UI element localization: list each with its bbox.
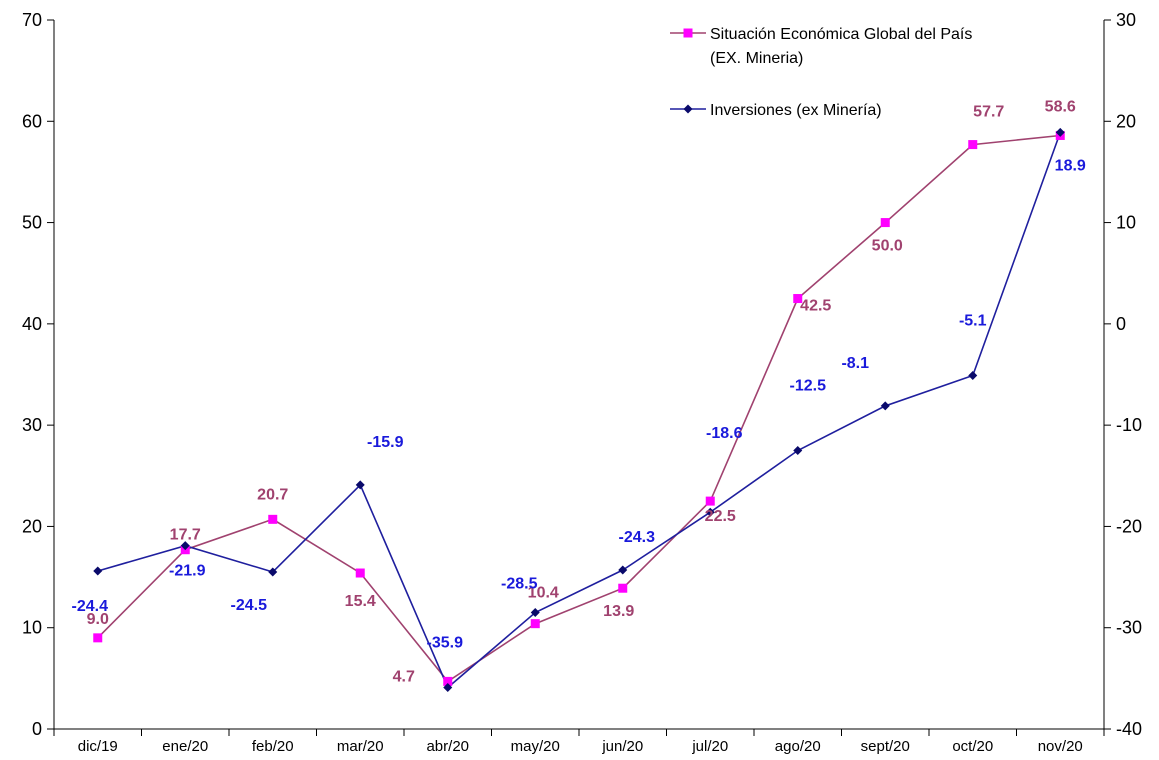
series-2-data-label: -12.5 [790, 377, 827, 394]
series-1-data-label: 15.4 [345, 593, 376, 610]
x-axis-category-label: may/20 [511, 738, 560, 755]
series-2-data-label: -15.9 [367, 434, 404, 451]
left-axis-tick-label: 50 [22, 213, 42, 233]
x-axis-category-label: nov/20 [1038, 738, 1083, 755]
right-axis-tick-label: -40 [1116, 719, 1142, 739]
left-axis-tick-label: 70 [22, 10, 42, 30]
series-1-point [968, 140, 978, 150]
series-2-data-label: -24.3 [619, 529, 656, 546]
series-1-data-label: 10.4 [528, 585, 559, 602]
right-axis-tick-label: 10 [1116, 213, 1136, 233]
series-2-data-label: -21.9 [169, 563, 206, 580]
series-2-point [880, 401, 890, 411]
series-2-point [793, 445, 803, 455]
series-2-data-label: -18.6 [706, 425, 743, 442]
left-axis-tick-label: 40 [22, 314, 42, 334]
series-2-point [1055, 127, 1065, 137]
series-2-data-label: 18.9 [1055, 157, 1086, 174]
axes: 0 10 20 30 40 50 60 70 -40 -30 -20 -10 0 10 20 30 dic/19… [22, 10, 1142, 755]
series-2-point [705, 507, 715, 517]
x-axis-category-label: jun/20 [601, 738, 643, 755]
right-axis-tick-label: 0 [1116, 314, 1126, 334]
series-2-point [93, 566, 103, 576]
series-1-point [793, 294, 803, 304]
legend-label-1: (EX. Mineria) [710, 50, 803, 67]
series-1-data-label: 17.7 [170, 527, 201, 544]
series-1-data-label: 4.7 [393, 668, 415, 685]
series-1-data-label: 20.7 [257, 486, 288, 503]
left-axis-tick-label: 30 [22, 415, 42, 435]
legend-marker-1 [683, 28, 693, 38]
legend-label-2: Inversiones (ex Minería) [710, 102, 882, 119]
x-axis-category-label: feb/20 [252, 738, 294, 755]
series-2-point [530, 608, 540, 618]
x-axis-category-label: abr/20 [426, 738, 469, 755]
x-axis-category-label: jul/20 [691, 738, 728, 755]
series-1-point [705, 496, 715, 506]
right-axis-tick-label: -20 [1116, 516, 1142, 536]
left-axis-tick-label: 10 [22, 618, 42, 638]
x-axis-category-label: dic/19 [78, 738, 118, 755]
series-markers [93, 127, 1065, 692]
series-2-point [618, 565, 628, 575]
series-1-point [268, 514, 278, 524]
legend-label-1: Situación Económica Global del País [710, 26, 972, 43]
series-2-point [968, 371, 978, 381]
series-2-data-label: -24.5 [231, 597, 268, 614]
series-1-point [93, 633, 103, 643]
right-axis-tick-label: -10 [1116, 415, 1142, 435]
data-labels: 9.0 17.7 20.7 15.4 4.7 10.4 13.9 22.5 42.5 50.0 57… [72, 98, 1086, 685]
left-axis-tick-label: 20 [22, 516, 42, 536]
series-line-2 [97, 132, 1062, 689]
right-axis-tick-label: 20 [1116, 111, 1136, 131]
legend-marker-2 [683, 104, 693, 114]
series-1-data-label: 58.6 [1045, 98, 1076, 115]
series-1-data-label: 57.7 [973, 104, 1004, 121]
x-axis-category-label: sept/20 [861, 738, 910, 755]
legend: Situación Económica Global del País (EX. … [670, 26, 972, 119]
series-1-point [618, 583, 628, 593]
series-line-1 [97, 134, 1061, 683]
series-1-point [880, 218, 890, 228]
series-lines [97, 132, 1062, 689]
series-2-data-label: -28.5 [501, 576, 538, 593]
series-1-data-label: 22.5 [705, 508, 736, 525]
series-2-point [268, 567, 278, 577]
series-1-data-label: 42.5 [800, 298, 831, 315]
right-axis-tick-label: -30 [1116, 618, 1142, 638]
series-1-point [355, 568, 365, 578]
series-2-point [443, 682, 453, 692]
x-axis-category-label: oct/20 [952, 738, 993, 755]
x-axis-category-label: ago/20 [775, 738, 821, 755]
series-1-data-label: 13.9 [603, 603, 634, 620]
series-1-data-label: 9.0 [87, 611, 109, 628]
series-2-data-label: -8.1 [841, 355, 869, 372]
series-1-point [530, 619, 540, 629]
series-2-point [180, 541, 190, 551]
x-axis-category-label: ene/20 [162, 738, 208, 755]
series-1-data-label: 50.0 [872, 238, 903, 255]
x-axis-category-label: mar/20 [337, 738, 384, 755]
left-axis-tick-label: 0 [32, 719, 42, 739]
left-axis-tick-label: 60 [22, 111, 42, 131]
series-2-data-label: -35.9 [427, 634, 464, 651]
right-axis-tick-label: 30 [1116, 10, 1136, 30]
series-2-data-label: -5.1 [959, 313, 987, 330]
series-2-data-label: -24.4 [72, 598, 109, 615]
series-2-point [355, 480, 365, 490]
series-1-point [443, 676, 453, 686]
